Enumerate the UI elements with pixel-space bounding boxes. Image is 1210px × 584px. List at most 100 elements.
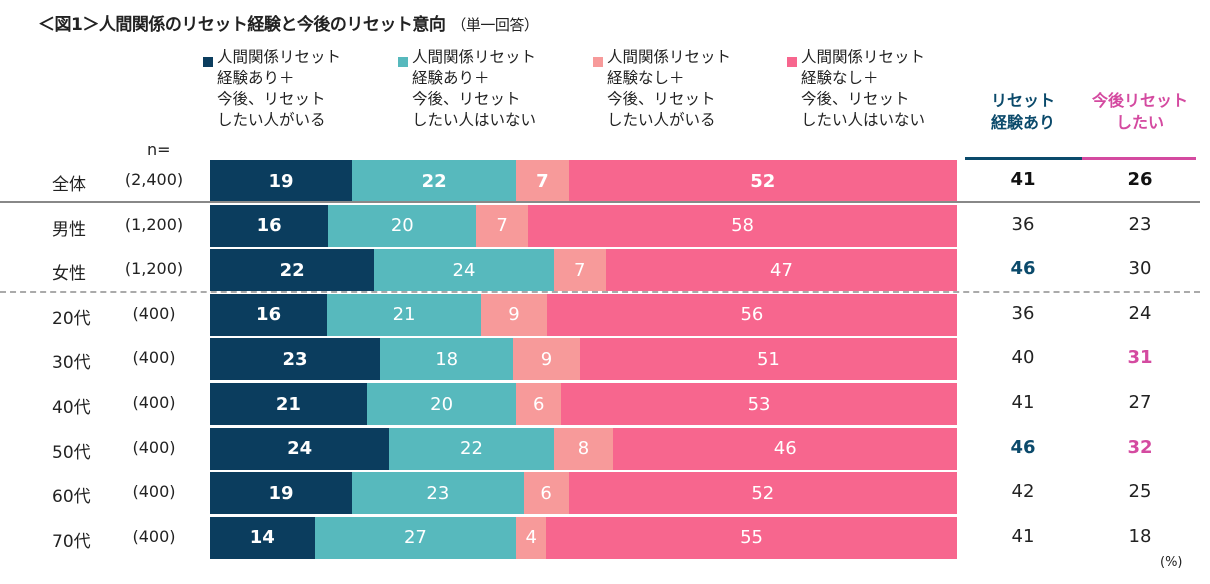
- row-sample-size: (400): [132, 348, 176, 368]
- summary-value: 26: [1127, 169, 1153, 190]
- summary-value: 18: [1128, 525, 1152, 547]
- bar-segment: 16: [210, 293, 328, 336]
- row-group-label: 50代: [52, 442, 91, 463]
- title-text: ＜図1＞人間関係のリセット経験と今後のリセット意向: [38, 15, 446, 35]
- row-group-label: 70代: [52, 531, 91, 552]
- summary-header-line: [1082, 157, 1196, 160]
- chart-row: 70代 (400) 14 27 4 55 41 18: [0, 516, 1210, 559]
- total-separator: [0, 201, 1200, 203]
- stacked-bar: 16 20 7 58: [210, 204, 957, 247]
- row-sample-size: (400): [132, 437, 176, 457]
- n-label: n=: [147, 140, 171, 159]
- legend-label: 人間関係リセット 経験あり＋ 今後、リセット したい人がいる: [217, 48, 342, 129]
- row-group-label: 60代: [52, 487, 91, 508]
- bar-segment: 22: [210, 249, 375, 292]
- bar-segment: 23: [351, 472, 524, 515]
- chart-row: 女性 (1,200) 22 24 7 47 46 30: [0, 249, 1210, 292]
- bar-segment: 20: [328, 204, 477, 247]
- legend-item: 人間関係リセット 経験なし＋ 今後、リセット したい人はいない: [787, 47, 977, 131]
- chart-title: ＜図1＞人間関係のリセット経験と今後のリセット意向 （単一回答）: [38, 10, 539, 35]
- bar-segment: 47: [605, 249, 958, 292]
- bar-segment: 24: [210, 427, 390, 470]
- legend-swatch: [593, 57, 603, 67]
- legend-label: 人間関係リセット 経験なし＋ 今後、リセット したい人はいない: [801, 48, 926, 129]
- summary-value: 36: [1011, 302, 1035, 324]
- legend-item: 人間関係リセット 経験なし＋ 今後、リセット したい人がいる: [593, 47, 783, 131]
- summary-value: 30: [1128, 258, 1152, 280]
- summary-value: 24: [1128, 302, 1152, 324]
- summary-header-line: [965, 157, 1082, 160]
- summary-value: 40: [1011, 347, 1035, 369]
- stacked-bar: 21 20 6 53: [210, 383, 957, 425]
- bar-segment: 52: [568, 472, 957, 515]
- row-sample-size: (1,200): [124, 214, 184, 234]
- bar-segment: 6: [523, 472, 569, 515]
- chart-row: 50代 (400) 24 22 8 46 46 32: [0, 427, 1210, 470]
- row-group-label: 女性: [52, 264, 86, 285]
- bar-segment: 9: [480, 293, 547, 336]
- bar-segment: 14: [210, 516, 315, 559]
- stacked-bar: 16 21 9 56: [210, 293, 957, 336]
- row-sample-size: (400): [132, 482, 176, 502]
- bar-segment: 21: [210, 383, 367, 425]
- bar-segment: 24: [374, 249, 554, 292]
- bar-segment: 20: [366, 383, 517, 425]
- chart-row: 男性 (1,200) 16 20 7 58 36 23: [0, 204, 1210, 247]
- bar-segment: 52: [568, 160, 958, 202]
- summary-header: 今後リセット したい: [1091, 91, 1188, 132]
- summary-value: 42: [1011, 481, 1035, 503]
- legend-swatch: [203, 57, 213, 67]
- bar-segment: 18: [380, 338, 514, 381]
- bar-segment: 21: [327, 293, 481, 336]
- summary-value: 32: [1127, 436, 1153, 458]
- stacked-bar: 24 22 8 46: [210, 427, 958, 470]
- bar-segment: 6: [516, 383, 562, 425]
- bar-segment: 19: [210, 160, 352, 202]
- bar-segment: 7: [553, 249, 606, 292]
- summary-header: リセット 経験あり: [990, 91, 1055, 132]
- summary-value: 46: [1010, 258, 1036, 280]
- bar-segment: 51: [579, 338, 957, 381]
- summary-value: 41: [1010, 169, 1036, 190]
- age-separator: [0, 291, 1200, 293]
- legend-swatch: [398, 57, 408, 67]
- row-group-label: 20代: [52, 308, 91, 329]
- row-sample-size: (400): [132, 526, 176, 546]
- chart-row: 60代 (400) 19 23 6 52 42 25: [0, 472, 1210, 515]
- legend-item: 人間関係リセット 経験あり＋ 今後、リセット したい人がいる: [203, 47, 393, 131]
- legend-item: 人間関係リセット 経験あり＋ 今後、リセット したい人はいない: [398, 47, 588, 131]
- legend-swatch: [787, 57, 797, 67]
- bar-segment: 7: [476, 204, 529, 247]
- bar-segment: 16: [210, 204, 329, 247]
- bar-segment: 22: [351, 160, 517, 202]
- subtitle-text: （単一回答）: [451, 16, 539, 34]
- row-sample-size: (400): [132, 393, 176, 412]
- stacked-bar: 23 18 9 51: [210, 338, 957, 381]
- stacked-bar: 14 27 4 55: [210, 516, 957, 559]
- bar-segment: 9: [513, 338, 580, 381]
- bar-segment: 58: [528, 204, 957, 247]
- bar-segment: 46: [613, 427, 958, 470]
- row-sample-size: (2,400): [124, 170, 184, 189]
- bar-segment: 55: [546, 516, 957, 559]
- summary-value: 25: [1128, 481, 1152, 503]
- stacked-bar: 19 22 7 52: [210, 160, 958, 202]
- row-group-label: 40代: [52, 398, 91, 418]
- row-group-label: 男性: [52, 219, 86, 240]
- chart-row: 全体 (2,400) 19 22 7 52 41 26: [0, 160, 1210, 202]
- summary-value: 23: [1128, 213, 1152, 235]
- unit-label: (%): [1160, 555, 1183, 570]
- summary-value: 31: [1127, 347, 1153, 369]
- legend-label: 人間関係リセット 経験あり＋ 今後、リセット したい人はいない: [412, 48, 537, 129]
- bar-segment: 22: [389, 427, 554, 470]
- stacked-bar: 22 24 7 47: [210, 249, 958, 292]
- chart-row: 30代 (400) 23 18 9 51 40 31: [0, 338, 1210, 381]
- summary-value: 41: [1011, 392, 1035, 413]
- bar-segment: 27: [314, 516, 517, 559]
- bar-segment: 8: [553, 427, 614, 470]
- row-sample-size: (1,200): [124, 259, 184, 279]
- bar-segment: 4: [516, 516, 547, 559]
- summary-value: 27: [1128, 392, 1152, 413]
- chart-row: 40代 (400) 21 20 6 53 41 27: [0, 383, 1210, 425]
